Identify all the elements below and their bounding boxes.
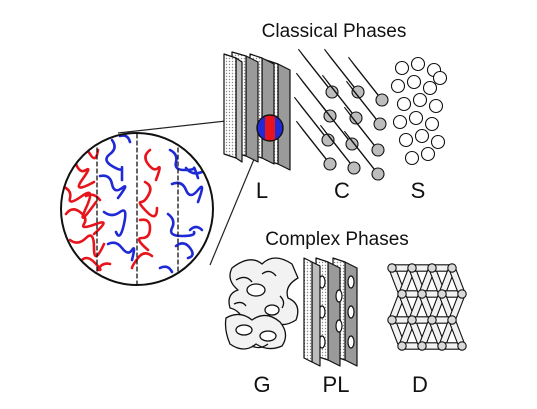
diamond-node	[437, 289, 447, 299]
classical-phases-title: Classical Phases	[262, 21, 407, 42]
diamond-node	[417, 289, 427, 299]
diamond-node	[407, 263, 417, 273]
diamond-node	[417, 341, 427, 351]
sphere	[398, 132, 414, 148]
sphere	[408, 110, 424, 126]
label-d: D	[412, 372, 428, 397]
zoom-lens	[256, 114, 284, 142]
cylinder	[323, 48, 365, 99]
diamond-node	[397, 341, 407, 351]
sphere	[412, 92, 428, 108]
sphere	[410, 56, 426, 72]
sphere	[428, 98, 444, 114]
cylinder-phase	[293, 48, 389, 181]
sphere	[390, 78, 406, 94]
diamond-node	[457, 341, 467, 351]
cylinder	[319, 124, 361, 175]
sphere-phase	[390, 56, 448, 166]
cylinder	[343, 106, 385, 157]
chain-block-a	[61, 145, 161, 272]
sphere	[392, 114, 408, 130]
sphere	[414, 128, 430, 144]
label-c: C	[334, 178, 350, 203]
cylinder	[297, 48, 339, 99]
label-s: S	[411, 178, 426, 203]
sphere	[404, 150, 420, 166]
label-g: G	[253, 372, 270, 397]
magnified-chain-circle	[60, 132, 214, 286]
diamond-node	[447, 263, 457, 273]
sphere	[406, 74, 422, 90]
diamond-node	[407, 315, 417, 325]
lamellar-phase	[223, 51, 291, 171]
diamond-node	[387, 263, 397, 273]
cylinder	[345, 80, 387, 131]
sphere	[424, 116, 440, 132]
cylinder	[347, 56, 389, 107]
diamond-node	[427, 263, 437, 273]
cylinder	[317, 100, 359, 151]
sphere	[394, 60, 410, 76]
perforated-sheet	[303, 257, 321, 367]
double-diamond-phase	[387, 263, 467, 351]
lamella-sheet	[223, 53, 243, 163]
cylinder	[321, 74, 363, 125]
sphere	[422, 80, 438, 96]
sphere	[396, 96, 412, 112]
diamond-node	[387, 315, 397, 325]
diamond-node	[457, 289, 467, 299]
perforated-lamellar-phase	[303, 257, 358, 367]
label-pl: PL	[323, 372, 350, 397]
chain-block-b	[98, 134, 204, 274]
sphere	[432, 70, 448, 86]
cylinder	[295, 120, 337, 171]
gyroid-phase	[224, 257, 299, 350]
domain-interfaces	[96, 133, 179, 285]
diamond-node	[427, 315, 437, 325]
diamond-node	[437, 341, 447, 351]
cylinder	[343, 130, 385, 181]
complex-phases-title: Complex Phases	[265, 229, 409, 250]
sphere	[430, 134, 446, 150]
sphere	[420, 146, 436, 162]
diamond-node	[397, 289, 407, 299]
label-l: L	[256, 178, 268, 203]
diamond-node	[447, 315, 457, 325]
